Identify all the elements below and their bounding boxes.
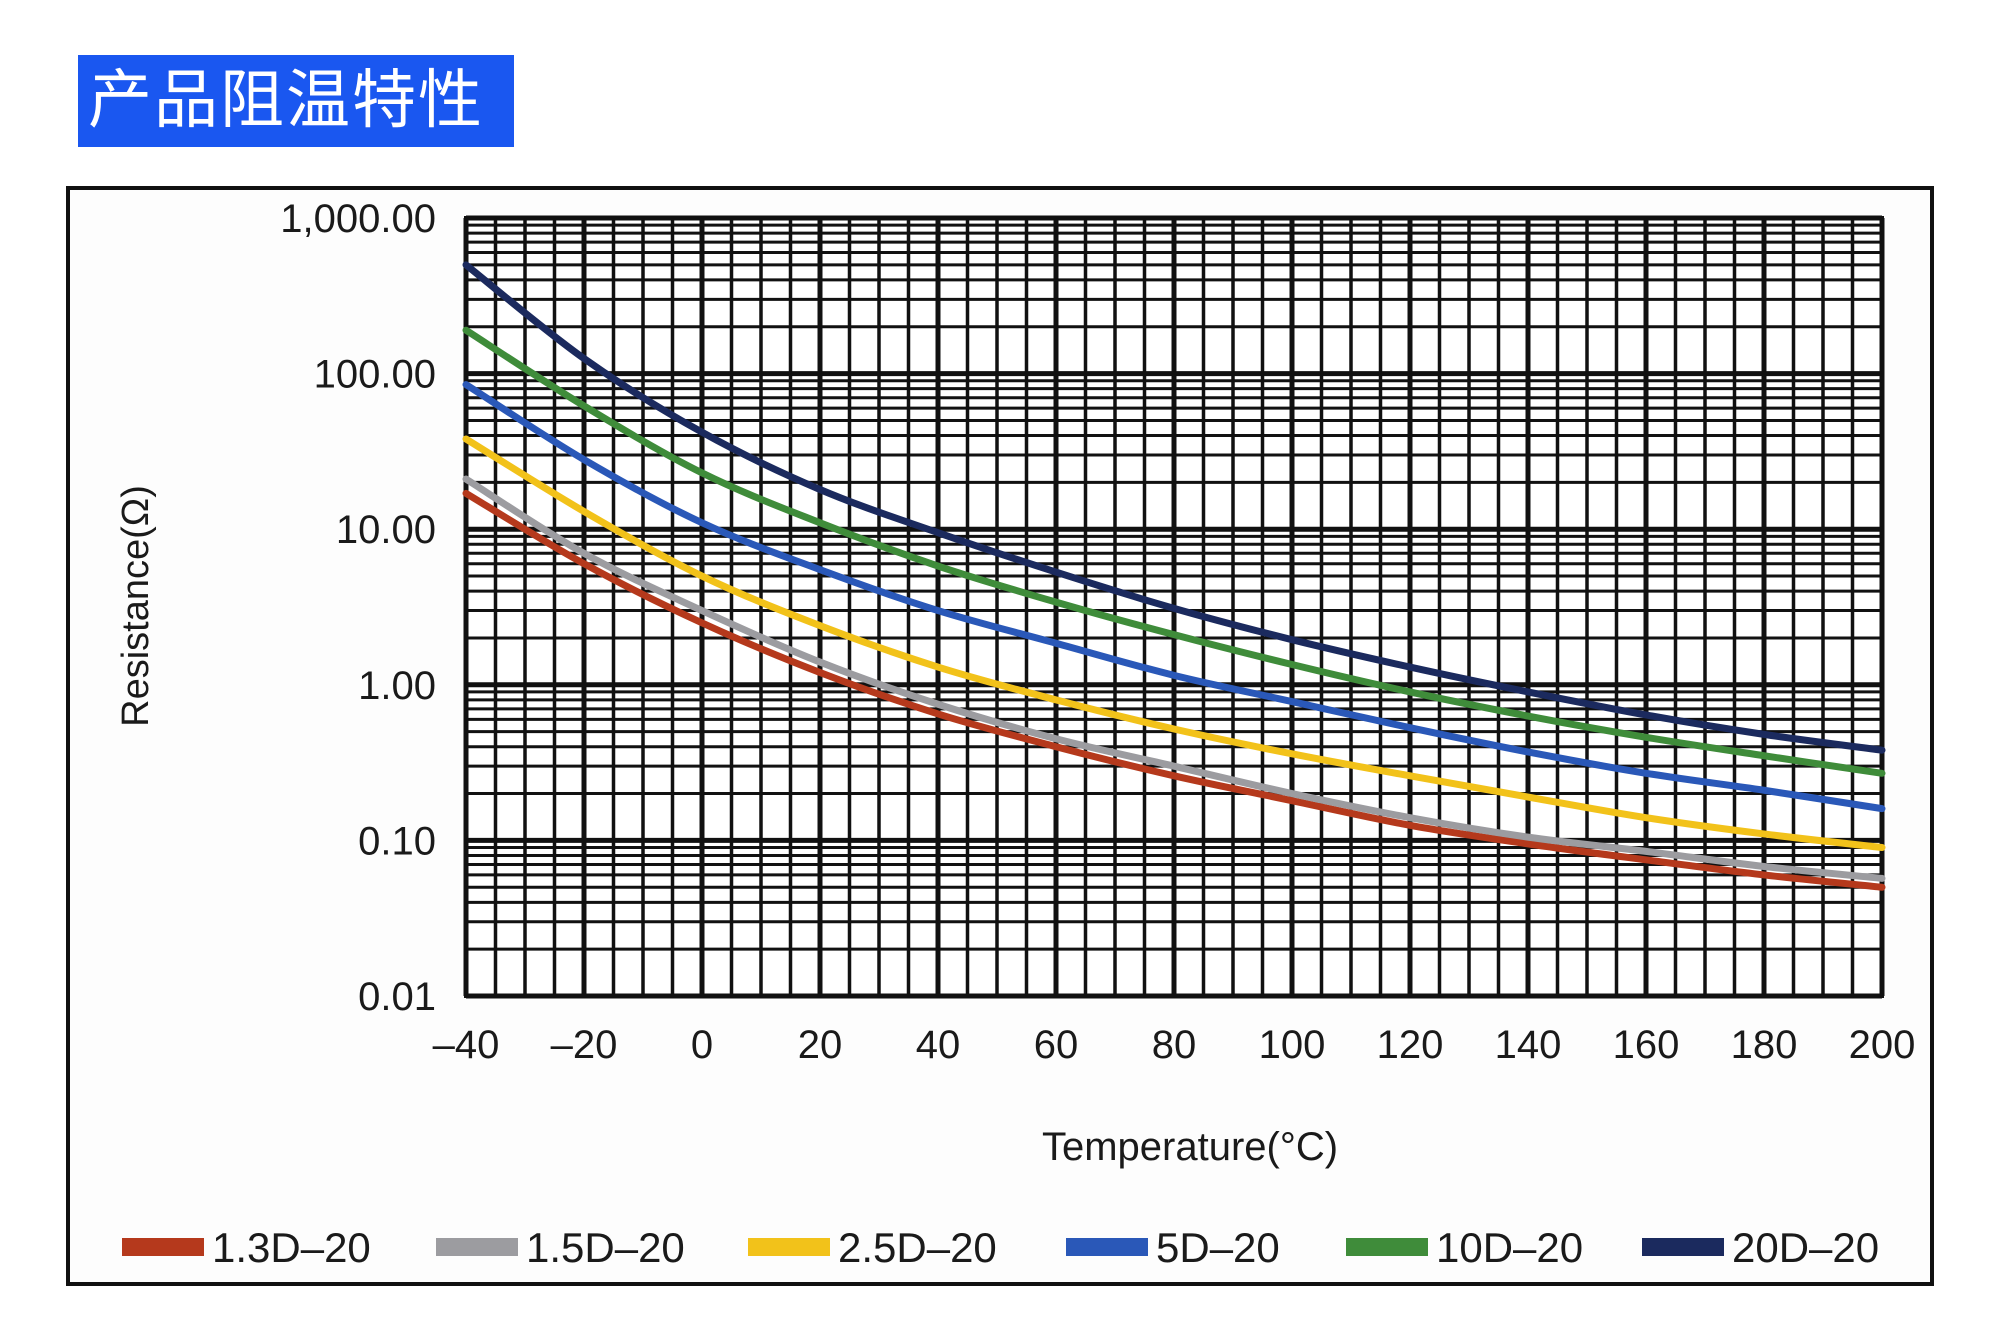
- x-tick-label: 100: [1259, 1023, 1326, 1067]
- x-axis-label: Temperature(°C): [1042, 1125, 1338, 1169]
- page-title: 产品阻温特性: [78, 55, 514, 147]
- legend-label: 2.5D–20: [838, 1224, 997, 1271]
- x-tick-label: 60: [1034, 1023, 1079, 1067]
- legend-swatch: [748, 1238, 830, 1256]
- x-tick-label: 140: [1495, 1023, 1562, 1067]
- x-tick-label: 120: [1377, 1023, 1444, 1067]
- legend-label: 1.5D–20: [526, 1224, 685, 1271]
- legend-label: 5D–20: [1156, 1224, 1280, 1271]
- legend-swatch: [1066, 1238, 1148, 1256]
- y-tick-label: 10.00: [336, 508, 436, 552]
- legend-label: 1.3D–20: [212, 1224, 371, 1271]
- series-line-5: [462, 326, 1886, 777]
- x-tick-label: –40: [433, 1023, 500, 1067]
- series-line-1: [462, 489, 1886, 891]
- y-tick-label: 1,000.00: [280, 197, 436, 241]
- x-tick-label: 200: [1849, 1023, 1916, 1067]
- y-tick-label: 100.00: [314, 353, 436, 397]
- x-tick-label: 160: [1613, 1023, 1680, 1067]
- series-line-4: [462, 381, 1886, 813]
- x-tick-label: 40: [916, 1023, 961, 1067]
- legend-swatch: [1346, 1238, 1428, 1256]
- x-tick-label: –20: [551, 1023, 618, 1067]
- x-tick-label: 180: [1731, 1023, 1798, 1067]
- legend-label: 10D–20: [1436, 1224, 1583, 1271]
- x-tick-label: 0: [691, 1023, 713, 1067]
- y-axis-label: Resistance(Ω): [115, 485, 157, 727]
- legend-swatch: [1642, 1238, 1724, 1256]
- x-tick-label: 20: [798, 1023, 843, 1067]
- legend-swatch: [122, 1238, 204, 1256]
- x-tick-label: 80: [1152, 1023, 1197, 1067]
- series-line-6: [462, 261, 1886, 754]
- y-tick-label: 1.00: [358, 664, 436, 708]
- y-tick-label: 0.10: [358, 819, 436, 863]
- y-tick-label: 0.01: [358, 975, 436, 1019]
- legend-swatch: [436, 1238, 518, 1256]
- legend-label: 20D–20: [1732, 1224, 1879, 1271]
- series-line-2: [462, 475, 1886, 882]
- series-line-3: [462, 435, 1886, 852]
